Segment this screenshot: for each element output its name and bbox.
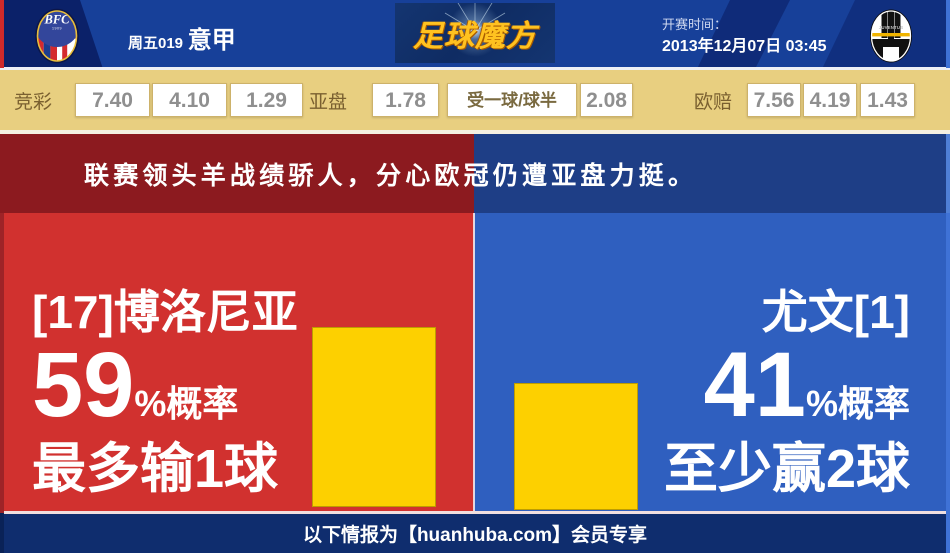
svg-text:1909: 1909 — [52, 27, 62, 31]
svg-text:JUVENTUS: JUVENTUS — [879, 25, 904, 30]
